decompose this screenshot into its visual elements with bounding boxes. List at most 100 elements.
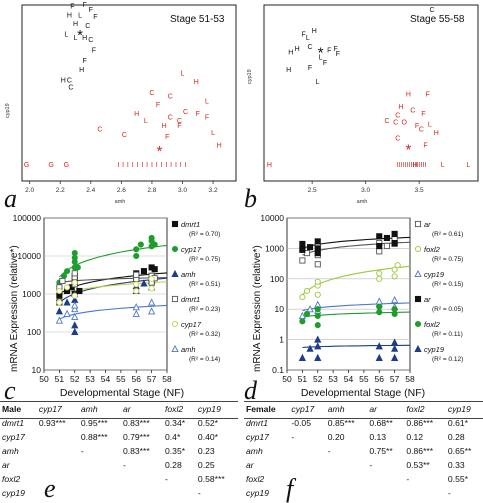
data-point-cyp19 (390, 295, 399, 304)
y-tick-label-d: 1 (279, 335, 284, 345)
data-point-group2: H (162, 123, 167, 130)
data-point-group2: I (165, 162, 167, 169)
data-point-amh (55, 307, 64, 315)
data-point-group2: I (411, 162, 413, 169)
legend-r2-foxl2: (R² = 0.11) (432, 331, 463, 338)
data-point-group2: I (122, 162, 124, 169)
data-point-group1: F (93, 14, 97, 21)
table-cell: 0.34* (165, 418, 186, 428)
plot-frame-b (263, 4, 479, 182)
data-point-group2: I (170, 162, 172, 169)
y-tick-label-c: 10000 (17, 251, 41, 261)
table-f-top-rule (244, 401, 483, 402)
data-point-group2: H (134, 111, 139, 118)
data-point-group2: I (175, 162, 177, 169)
table-row-header: cyp19 (2, 488, 25, 498)
data-point-ar (391, 230, 398, 237)
data-point-group2: I (132, 162, 134, 169)
data-point-ar (299, 246, 306, 253)
data-point-amh (147, 307, 156, 315)
data-point-group1: H (295, 46, 300, 53)
data-point-group1: C (429, 7, 434, 14)
fit-line-amh (59, 304, 168, 320)
legend-r2-ar: (R² = 0.05) (432, 306, 463, 313)
data-point-cyp19 (298, 353, 307, 361)
y-axis-label-b: cyp19 (247, 69, 253, 84)
data-point-group2: I (407, 162, 409, 169)
table-cell: 0.65** (447, 446, 472, 456)
data-point-group2: C (149, 90, 154, 97)
data-point-group2: I (185, 162, 187, 169)
stage-label-b: Stage 55-58 (410, 14, 465, 25)
table-row: cyp17 0.88*** 0.79*** 0.4* 0.40* (0, 430, 238, 444)
data-point-ar (314, 261, 321, 268)
data-point-cyp19 (306, 305, 314, 313)
x-tick-label-a: 2.4 (86, 187, 95, 194)
data-point-cyp17 (148, 285, 155, 292)
table-cell: 0.79*** (122, 432, 150, 442)
table-row: dmrt1 -0.05 0.85*** 0.68** 0.86*** 0.61* (244, 416, 483, 430)
data-point-cyp19 (375, 353, 383, 361)
data-point-group1: H (79, 67, 84, 74)
data-point-foxl2 (391, 273, 398, 280)
data-point-cyp17 (71, 249, 78, 257)
table-row-header: foxl2 (2, 474, 21, 484)
legend-label-foxl2: foxl2 (424, 245, 441, 254)
table-cell: 0.52* (197, 418, 218, 428)
table-sex-label: Male (2, 404, 22, 414)
data-point-ar (314, 245, 321, 252)
data-point-cyp17 (133, 252, 140, 260)
data-point-group2: F (415, 123, 419, 130)
legend-label-cyp17: cyp17 (181, 320, 202, 329)
data-point-group2: I (401, 162, 403, 169)
data-point-group2: H (398, 104, 403, 111)
data-point-group1: L (64, 32, 68, 39)
data-point-group2: L (211, 130, 215, 137)
y-tick-label-c: 1000 (22, 289, 41, 299)
data-point-foxl2 (376, 303, 383, 310)
data-point-group1: F (70, 4, 74, 11)
data-point-foxl2 (314, 306, 321, 313)
data-point-group2: I (403, 162, 405, 169)
data-point-group1: H (67, 12, 72, 19)
x-tick-label-c: 54 (101, 374, 111, 384)
table-row: ar - 0.28 0.25 (0, 458, 238, 472)
data-point-amh (71, 327, 79, 336)
data-point-dmrt1 (151, 266, 158, 273)
table-cell: - (165, 474, 168, 484)
data-point-foxl2 (314, 278, 321, 285)
data-point-group1: F (83, 2, 87, 9)
table-cell (289, 444, 325, 458)
x-axis-label-c: Developmental Stage (NF) (60, 387, 184, 399)
data-point-group1: F (323, 60, 327, 67)
data-point-ar (376, 233, 383, 240)
table-row-header: cyp19 (246, 488, 269, 498)
data-point-group1: L (78, 12, 82, 19)
table-cell: 0.53** (406, 460, 430, 470)
table-cell (289, 458, 325, 472)
x-tick-label-d: 54 (344, 374, 354, 384)
data-point-ar (303, 250, 311, 257)
y-tick-label-d: 10000 (260, 213, 284, 223)
data-point-group2: L (181, 70, 185, 77)
table-cell (121, 486, 163, 500)
x-tick-label-a: 2.2 (56, 187, 65, 194)
table-row-header: cyp17 (246, 432, 269, 442)
legend-r2-cyp17: (R² = 0.32) (189, 331, 220, 338)
legend-marker-dmrt1 (171, 220, 179, 228)
centroid-marker-group1: * (77, 27, 83, 44)
data-point-group2: I (180, 162, 182, 169)
data-point-cyp17 (133, 281, 140, 288)
data-point-group2: O (401, 120, 407, 127)
data-point-cyp17 (64, 268, 71, 275)
centroid-marker-group2: * (157, 143, 163, 160)
legend-marker-ar (414, 295, 422, 303)
data-point-amh (63, 309, 71, 317)
legend-r2-dmrt1: (R² = 0.70) (189, 231, 220, 238)
data-point-group2: I (146, 162, 148, 169)
legend-marker-cyp19 (414, 344, 422, 353)
x-axis-label-a: amh (115, 199, 126, 205)
table-header-row: Male cyp17 amh ar foxl2 cyp19 (0, 402, 238, 416)
data-point-foxl2 (303, 310, 311, 317)
